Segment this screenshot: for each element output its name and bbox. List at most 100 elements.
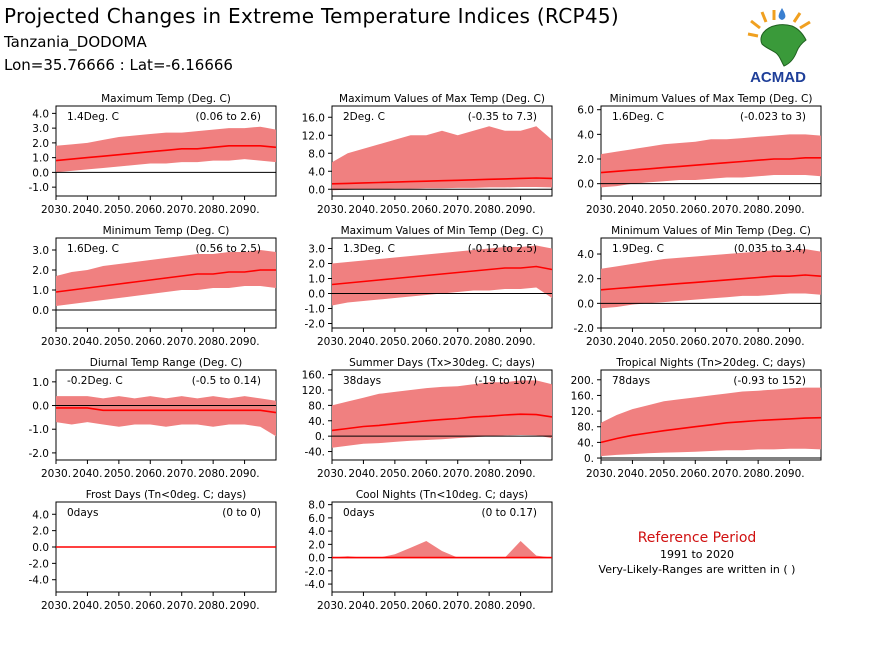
logo-text: ACMAD (750, 69, 806, 86)
x-tick-label: 2070. (167, 468, 197, 480)
x-tick-label: 2070. (167, 336, 197, 348)
y-tick-label: 4.0 (32, 509, 49, 521)
y-tick-label: -1.0 (29, 182, 50, 194)
x-tick-label: 2080. (198, 336, 228, 348)
y-tick-label: -40. (305, 447, 326, 459)
x-tick-label: 2060. (680, 468, 710, 480)
x-tick-label: 2080. (198, 468, 228, 480)
chart-panel: Tropical Nights (Tn>20deg. C; days) 78day… (571, 357, 822, 480)
x-tick-label: 2090. (775, 468, 805, 480)
mean-value-label: 0days (67, 507, 98, 519)
x-tick-label: 2040. (617, 468, 647, 480)
reference-period-label: Reference Period (637, 530, 757, 546)
range-band (601, 249, 821, 309)
chart-title: Summer Days (Tx>30deg. C; days) (349, 357, 535, 369)
y-tick-label: 3.0 (308, 244, 325, 256)
y-tick-label: 2.0 (32, 138, 49, 150)
chart-panel: Maximum Temp (Deg. C) 1.4Deg. C (0.06 to 2… (29, 93, 277, 216)
x-tick-label: 2080. (474, 468, 504, 480)
range-band (332, 126, 552, 191)
x-tick-label: 2080. (743, 468, 773, 480)
y-tick-label: -4.0 (29, 575, 50, 587)
acmad-logo: ACMAD (736, 6, 820, 86)
chart-panel: Maximum Values of Min Temp (Deg. C) 1.3De… (305, 225, 553, 348)
y-tick-label: 0.0 (577, 179, 594, 191)
x-tick-label: 2080. (474, 204, 504, 216)
x-tick-label: 2030. (317, 336, 347, 348)
x-tick-label: 2090. (506, 468, 536, 480)
y-tick-label: -2.0 (29, 558, 50, 570)
x-tick-label: 2080. (474, 600, 504, 612)
y-tick-label: -2.0 (29, 448, 50, 460)
x-tick-label: 2040. (348, 600, 378, 612)
mean-line (600, 157, 821, 174)
x-tick-label: 2040. (72, 204, 102, 216)
mean-line (331, 413, 553, 432)
mean-value-label: 78days (612, 375, 650, 387)
y-tick-label: 12.0 (302, 130, 325, 142)
chart-title: Minimum Values of Min Temp (Deg. C) (611, 225, 811, 237)
y-tick-label: 4.0 (308, 526, 325, 538)
y-tick-label: 0.0 (308, 553, 325, 565)
y-tick-label: -1.0 (305, 304, 326, 316)
y-tick-label: 160. (302, 370, 325, 382)
y-tick-label: 1.0 (32, 377, 49, 389)
y-tick-label: 200. (571, 375, 594, 387)
mean-line (55, 269, 276, 293)
range-value-label: (0 to 0) (222, 507, 261, 519)
mean-line (331, 265, 553, 286)
africa-map-icon (760, 24, 807, 67)
y-tick-label: 4.0 (577, 249, 594, 261)
x-tick-label: 2080. (743, 336, 773, 348)
x-tick-label: 2090. (230, 204, 260, 216)
chart-title: Tropical Nights (Tn>20deg. C; days) (615, 357, 805, 369)
range-band (332, 380, 552, 448)
y-tick-label: -2.0 (574, 323, 595, 335)
y-tick-label: 2.0 (32, 526, 49, 538)
chart-panel: Maximum Values of Max Temp (Deg. C) 2Deg.… (302, 93, 553, 216)
y-tick-label: 3.0 (32, 123, 49, 135)
chart-panel: Minimum Values of Max Temp (Deg. C) 1.6De… (577, 93, 822, 216)
acmad-logo-graphic: ACMAD (747, 8, 811, 86)
x-tick-label: 2060. (135, 600, 165, 612)
x-tick-label: 2060. (411, 600, 441, 612)
x-tick-label: 2040. (348, 204, 378, 216)
y-tick-label: 0.0 (308, 289, 325, 301)
mean-value-label: 1.4Deg. C (67, 111, 119, 123)
x-tick-label: 2040. (617, 336, 647, 348)
y-tick-label: 2.0 (577, 274, 594, 286)
chart-title: Cool Nights (Tn<10deg. C; days) (356, 489, 528, 501)
mean-value-label: 0days (343, 507, 374, 519)
y-tick-label: 120. (302, 385, 325, 397)
range-value-label: (-0.023 to 3) (740, 111, 806, 123)
coordinates-label: Lon=35.76666 : Lat=-6.16666 (4, 56, 233, 74)
range-value-label: (-0.5 to 0.14) (192, 375, 261, 387)
x-tick-label: 2030. (586, 336, 616, 348)
y-tick-label: 0.0 (32, 305, 49, 317)
mean-line (331, 177, 553, 185)
x-tick-label: 2050. (380, 336, 410, 348)
y-tick-label: 0. (584, 453, 594, 465)
x-tick-label: 2080. (474, 336, 504, 348)
x-tick-label: 2090. (230, 600, 260, 612)
x-tick-label: 2030. (317, 204, 347, 216)
range-value-label: (-0.12 to 2.5) (468, 243, 537, 255)
x-tick-label: 2060. (411, 468, 441, 480)
y-tick-label: -1.0 (29, 424, 50, 436)
chart-title: Frost Days (Tn<0deg. C; days) (86, 489, 246, 501)
x-tick-label: 2090. (506, 336, 536, 348)
x-tick-label: 2050. (649, 468, 679, 480)
x-tick-label: 2070. (712, 468, 742, 480)
x-tick-label: 2050. (104, 336, 134, 348)
y-tick-label: 8.0 (308, 500, 325, 512)
y-tick-label: 0.0 (308, 184, 325, 196)
water-drop-icon (778, 8, 786, 20)
x-tick-label: 2060. (680, 204, 710, 216)
range-value-label: (-0.35 to 7.3) (468, 111, 537, 123)
x-tick-label: 2090. (775, 204, 805, 216)
chart-panel: Minimum Values of Min Temp (Deg. C) 1.9De… (574, 225, 822, 348)
x-tick-label: 2070. (443, 336, 473, 348)
y-tick-label: 8.0 (308, 148, 325, 160)
y-tick-label: 6.0 (577, 105, 594, 117)
x-tick-label: 2070. (712, 204, 742, 216)
